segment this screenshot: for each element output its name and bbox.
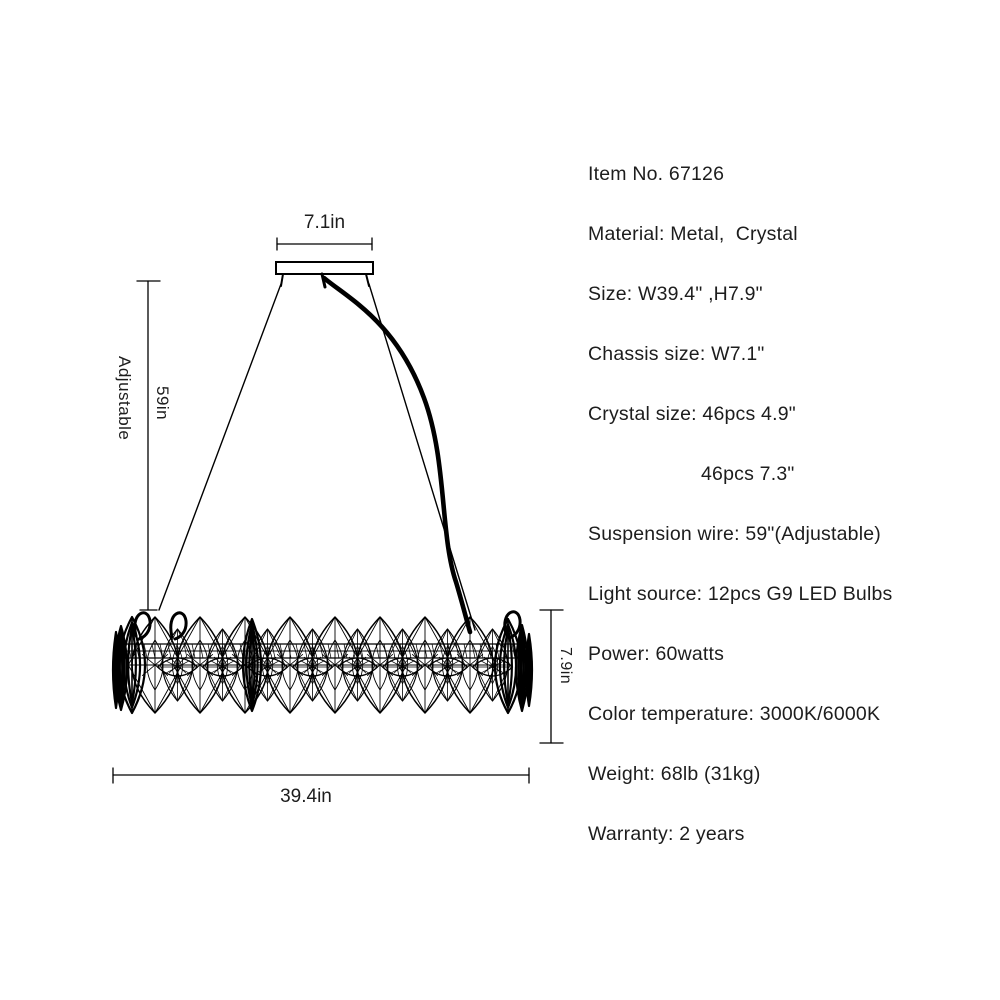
chassis-width-label: 7.1in	[303, 212, 346, 233]
spec-warranty: Warranty: 2 years	[588, 822, 745, 845]
spec-power: Power: 60watts	[588, 642, 725, 665]
spec-size: Size: W39.4" ,H7.9"	[588, 282, 763, 305]
spec-item-number: Item No. 67126	[588, 162, 725, 185]
dimension-lines	[112, 237, 564, 784]
suspension-length-label: 59in	[153, 386, 172, 421]
spec-weight: Weight: 68lb (31kg)	[588, 762, 761, 785]
body-width-label: 39.4in	[280, 786, 332, 807]
power-cord	[321, 275, 473, 635]
spec-material: Material: Metal, Crystal	[588, 222, 798, 245]
suspension-adjustable-label: Adjustable	[115, 356, 134, 441]
spec-chassis-size: Chassis size: W7.1"	[588, 342, 765, 365]
spec-light-source: Light source: 12pcs G9 LED Bulbs	[588, 582, 893, 605]
spec-list: Item No. 67126 Material: Metal, Crystal …	[588, 144, 988, 864]
suspension-wires	[158, 283, 476, 631]
crystal-chandelier-body	[111, 610, 534, 715]
spec-suspension-wire: Suspension wire: 59"(Adjustable)	[588, 522, 881, 545]
ceiling-canopy	[275, 261, 374, 289]
spec-color-temperature: Color temperature: 3000K/6000K	[588, 702, 881, 725]
spec-crystal-size-1: Crystal size: 46pcs 4.9"	[588, 402, 796, 425]
spec-crystal-size-2: 46pcs 7.3"	[701, 462, 795, 485]
body-height-label: 7.9in	[557, 647, 574, 685]
